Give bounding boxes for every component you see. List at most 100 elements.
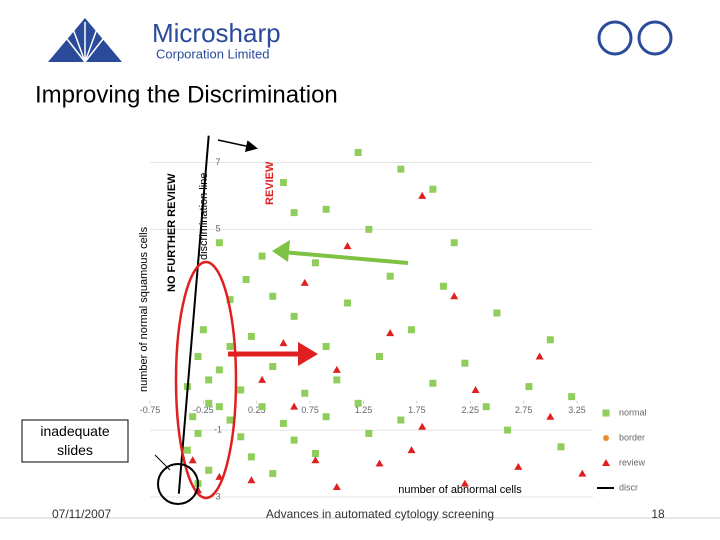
point <box>290 312 298 320</box>
legend-label: review <box>619 457 646 467</box>
point <box>546 412 555 420</box>
point <box>546 336 554 344</box>
point <box>365 225 373 233</box>
point <box>375 459 384 467</box>
point <box>279 419 287 427</box>
point <box>354 148 362 156</box>
point <box>247 476 256 484</box>
point <box>194 352 202 360</box>
circle <box>157 463 199 505</box>
red-arrowhead <box>298 342 318 366</box>
plot-area <box>146 118 666 498</box>
point <box>205 466 213 474</box>
point <box>525 383 533 391</box>
point <box>578 469 587 477</box>
point <box>535 352 544 360</box>
point <box>258 403 266 411</box>
point <box>237 386 245 394</box>
point <box>311 259 319 267</box>
legend-swatch <box>602 459 610 466</box>
point <box>205 399 213 407</box>
point <box>460 479 469 487</box>
point <box>247 332 255 340</box>
legend-label: border <box>619 432 645 442</box>
point <box>199 326 207 334</box>
x-tick-label: -0.25 <box>193 405 214 415</box>
slide-title: Improving the Discrimination <box>35 81 338 108</box>
point <box>215 366 223 374</box>
point <box>429 185 437 193</box>
point <box>237 433 245 441</box>
x-tick-label: 1.25 <box>355 405 373 415</box>
point <box>189 413 197 421</box>
x-tick-label: 0.25 <box>248 405 266 415</box>
y-tick-label: 5 <box>215 224 220 234</box>
point <box>461 359 469 367</box>
green-arrow <box>281 250 409 265</box>
point <box>332 365 341 373</box>
discrimination-line <box>177 135 210 494</box>
point <box>269 470 277 478</box>
point <box>408 326 416 334</box>
x-tick-label: 0.75 <box>301 405 319 415</box>
point <box>376 352 384 360</box>
point <box>322 205 330 213</box>
point <box>450 239 458 247</box>
point <box>365 429 373 437</box>
point <box>269 363 277 371</box>
cert-logos <box>597 20 673 56</box>
review-note: REVIEW <box>264 161 276 205</box>
point <box>343 242 352 250</box>
point <box>343 299 351 307</box>
point <box>471 385 480 393</box>
point <box>418 191 427 199</box>
point <box>183 446 191 454</box>
point <box>258 375 267 383</box>
arrow <box>217 139 258 152</box>
y-tick-label: -1 <box>214 424 222 434</box>
point <box>333 376 341 384</box>
logo: Microsharp Corporation Limited <box>48 18 281 63</box>
point <box>311 456 320 464</box>
point <box>354 399 362 407</box>
legend-swatch <box>603 435 609 441</box>
point <box>258 252 266 260</box>
point <box>386 329 395 337</box>
point <box>386 272 394 280</box>
point <box>226 296 234 304</box>
point <box>397 165 405 173</box>
point <box>290 209 298 217</box>
inadequate-text: inadequate slides <box>40 423 110 458</box>
pointer <box>154 454 171 471</box>
point <box>290 436 298 444</box>
y-label: number of normal squamous cells <box>138 226 150 392</box>
point <box>482 403 490 411</box>
point <box>279 179 287 187</box>
point <box>440 282 448 290</box>
point <box>300 278 309 286</box>
y-tick-label: 3 <box>215 491 220 501</box>
point <box>215 403 223 411</box>
point <box>188 456 197 464</box>
legend-swatch <box>602 409 610 417</box>
x-tick-label: 1.75 <box>408 405 426 415</box>
logo-sub: Corporation Limited <box>156 46 269 61</box>
no-review: NO FURTHER REVIEW <box>166 173 178 292</box>
legend-label: discr <box>619 482 638 492</box>
discrimination-note: discrimination line <box>198 173 210 260</box>
ellipse <box>174 260 238 500</box>
inadequate-box <box>21 419 129 463</box>
point <box>504 426 512 434</box>
point <box>450 292 459 300</box>
legend-label: normal <box>619 407 647 417</box>
point <box>194 429 202 437</box>
x-tick-label: 2.75 <box>515 405 533 415</box>
point <box>205 376 213 384</box>
point <box>322 342 330 350</box>
y-tick-label: 7 <box>215 157 220 167</box>
x-label: number of abnormal cells <box>398 484 522 496</box>
point <box>226 342 234 350</box>
point <box>557 443 565 451</box>
point <box>332 482 341 490</box>
